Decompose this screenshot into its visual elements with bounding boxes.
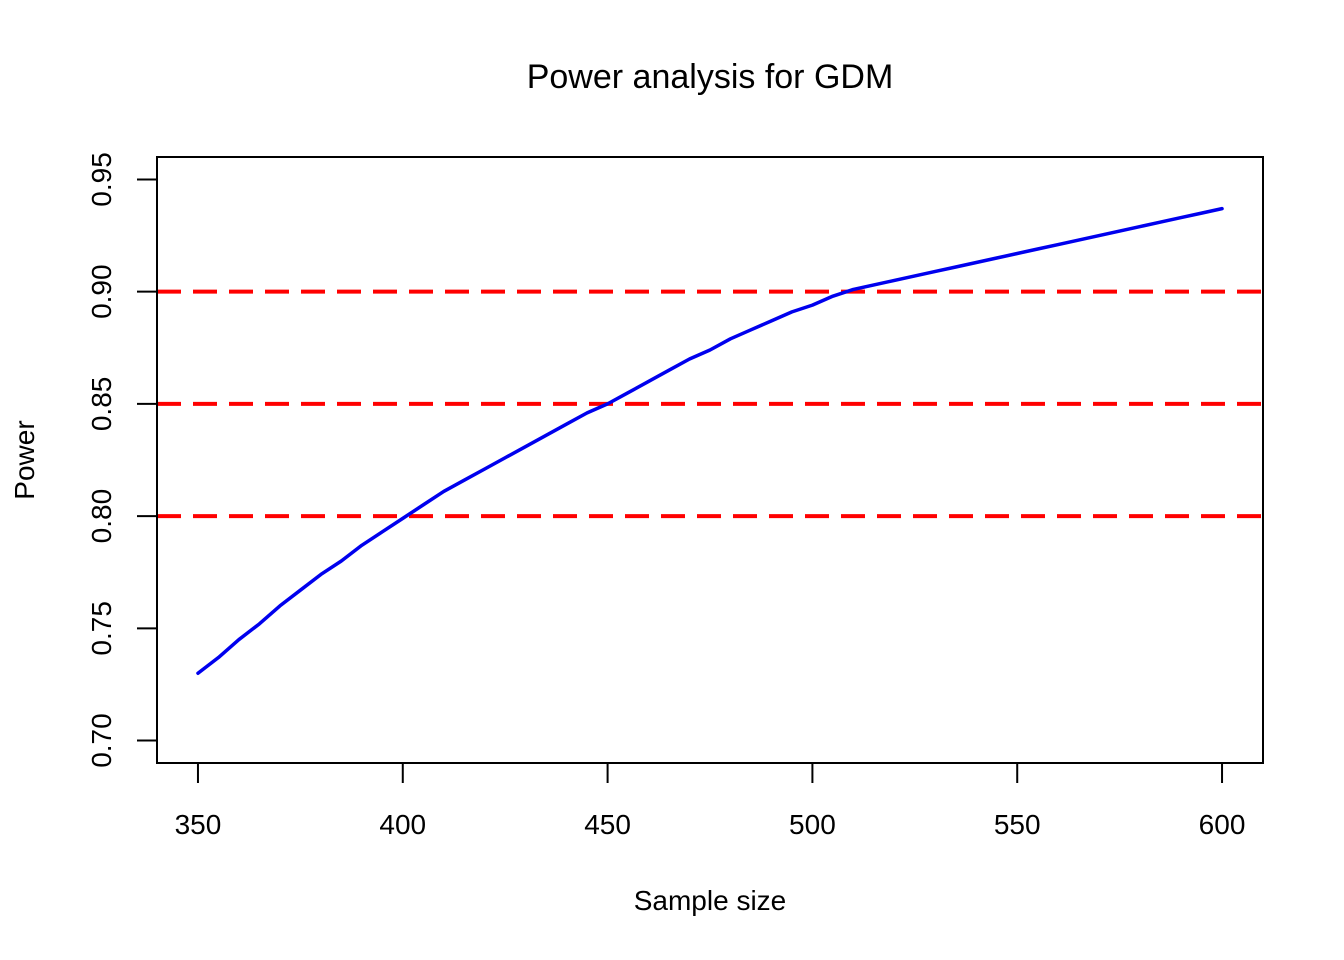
y-axis-label: Power: [9, 420, 40, 499]
chart-title: Power analysis for GDM: [527, 58, 894, 96]
y-tick-label: 0.90: [86, 264, 117, 319]
y-tick-label: 0.70: [86, 713, 117, 768]
y-tick-label: 0.95: [86, 152, 117, 207]
reference-lines: [157, 289, 1263, 519]
series-group: [196, 206, 1224, 675]
x-tick-label: 550: [994, 809, 1041, 840]
y-axis: 0.70 0.75 0.80 0.85 0.90 0.95: [86, 152, 158, 768]
x-tick-label: 350: [175, 809, 222, 840]
y-tick-label: 0.75: [86, 601, 117, 656]
series-line-0: [196, 206, 1224, 675]
x-tick-label: 600: [1199, 809, 1246, 840]
x-axis-label: Sample size: [634, 885, 787, 916]
x-tick-label: 500: [789, 809, 836, 840]
x-axis: 350 400 450 500 550 600: [175, 762, 1246, 840]
y-tick-label: 0.80: [86, 489, 117, 544]
x-tick-label: 450: [584, 809, 631, 840]
x-tick-label: 400: [379, 809, 426, 840]
y-tick-label: 0.85: [86, 377, 117, 432]
